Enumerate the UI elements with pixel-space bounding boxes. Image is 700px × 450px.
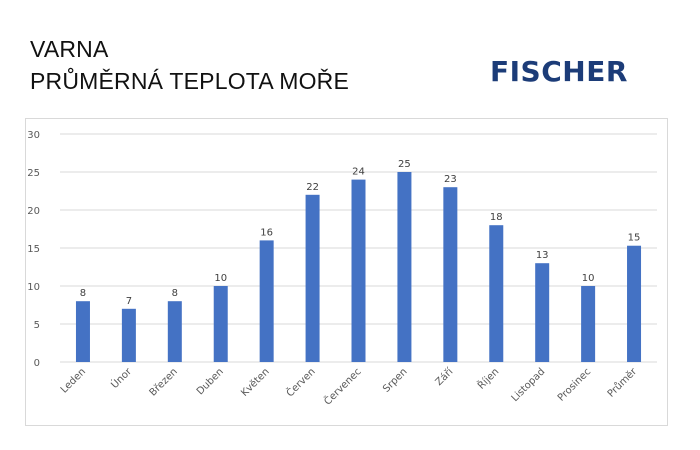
data-label: 10 [582,273,595,284]
data-label: 8 [80,288,86,299]
bar [489,225,504,362]
title-block: VARNA PRŮMĚRNÁ TEPLOTA MOŘE [30,33,349,97]
data-label: 16 [260,227,273,238]
data-label: 23 [444,174,457,185]
bar [305,194,320,362]
bar [213,286,228,362]
x-tick-label: Průměr [605,365,640,400]
x-tick-label: Únor [108,364,135,391]
x-tick-label: Červenec [321,365,364,408]
y-tick-label: 5 [34,320,40,331]
x-tick-label: Říjen [475,365,502,392]
chart-frame: 0 5 10 15 20 25 30 8 Leden 7 Únor 8 Březen 10 Duben 16 K… [25,118,668,426]
bar [259,240,274,362]
y-tick-label: 20 [27,206,40,217]
data-label: 22 [306,182,319,193]
data-label: 24 [352,167,365,178]
data-label: 15 [628,233,641,244]
data-label: 13 [536,250,549,261]
bar [121,308,136,362]
bar-chart: 0 5 10 15 20 25 30 8 Leden 7 Únor 8 Březen 10 Duben 16 K… [27,130,657,408]
x-tick-label: Duben [195,366,226,397]
x-tick-label: Březen [147,366,180,399]
data-label: 18 [490,212,503,223]
page-title-location: VARNA [30,36,109,62]
bar [581,286,596,362]
bar [535,263,550,362]
data-label: 10 [214,273,227,284]
brand-logo: FISCHER [490,55,628,88]
y-tick-label: 25 [27,168,40,179]
x-tick-label: Září [433,365,456,388]
data-label: 25 [398,159,411,170]
bar [397,172,412,362]
bar [75,301,90,362]
x-tick-label: Květen [239,366,272,399]
page-title-subject: PRŮMĚRNÁ TEPLOTA MOŘE [30,68,350,94]
bar [627,245,642,362]
y-tick-label: 30 [27,130,40,141]
x-tick-label: Listopad [510,366,548,404]
y-tick-label: 0 [34,358,40,369]
x-tick-label: Srpen [381,366,409,394]
bar [167,301,182,362]
x-tick-label: Leden [59,366,88,395]
x-tick-label: Červen [283,365,317,399]
bar [351,179,366,362]
data-label: 8 [172,288,178,299]
bar [443,187,458,362]
y-tick-label: 10 [27,282,40,293]
data-label: 7 [126,296,132,307]
x-tick-label: Prosinec [556,366,593,403]
y-tick-label: 15 [27,244,40,255]
